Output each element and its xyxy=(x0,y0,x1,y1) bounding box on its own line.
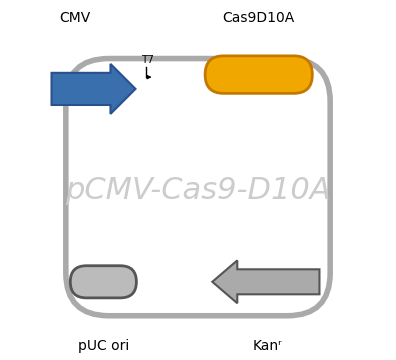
FancyBboxPatch shape xyxy=(70,266,136,298)
Text: pCMV-Cas9-D10A: pCMV-Cas9-D10A xyxy=(65,176,331,205)
FancyBboxPatch shape xyxy=(205,56,312,93)
Text: pUC ori: pUC ori xyxy=(78,339,129,353)
Polygon shape xyxy=(51,64,135,114)
Text: Kanʳ: Kanʳ xyxy=(253,339,282,353)
Text: Cas9D10A: Cas9D10A xyxy=(223,10,295,24)
Polygon shape xyxy=(212,260,320,303)
Text: T7: T7 xyxy=(141,55,154,64)
Text: CMV: CMV xyxy=(59,10,90,24)
